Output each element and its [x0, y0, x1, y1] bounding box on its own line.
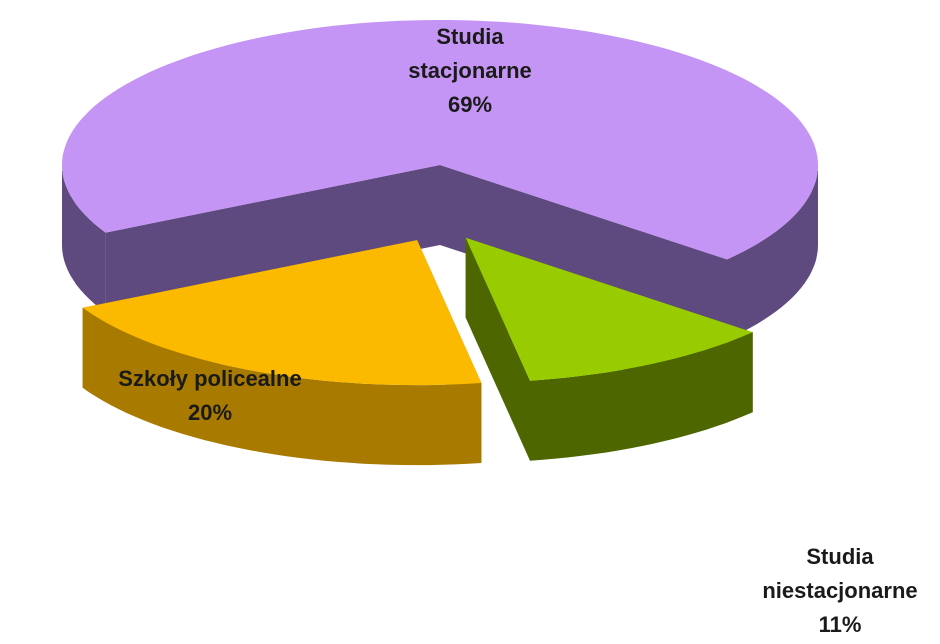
slice — [62, 20, 818, 260]
data-label: Szkoły policealne 20% — [60, 362, 360, 430]
value-label: 69% — [447, 92, 493, 117]
slice-wall — [440, 165, 727, 340]
slice — [465, 237, 753, 381]
slice-edge — [82, 307, 482, 466]
data-label: Studia niestacjonarne 11% — [735, 540, 940, 642]
slice-wall — [105, 165, 440, 313]
slice — [82, 240, 482, 386]
slice-edge — [62, 165, 106, 313]
data-label: Studia stacjonarne 69% — [390, 20, 550, 122]
category-label: Studia niestacjonarne — [762, 544, 918, 603]
slice-edge — [727, 165, 818, 340]
slice-edge — [530, 332, 753, 461]
slice-wall — [465, 237, 530, 461]
value-label: 20% — [187, 400, 233, 425]
category-label: Szkoły policealne — [118, 366, 302, 391]
category-label: Studia stacjonarne — [408, 24, 532, 83]
value-label: 11% — [818, 612, 862, 637]
